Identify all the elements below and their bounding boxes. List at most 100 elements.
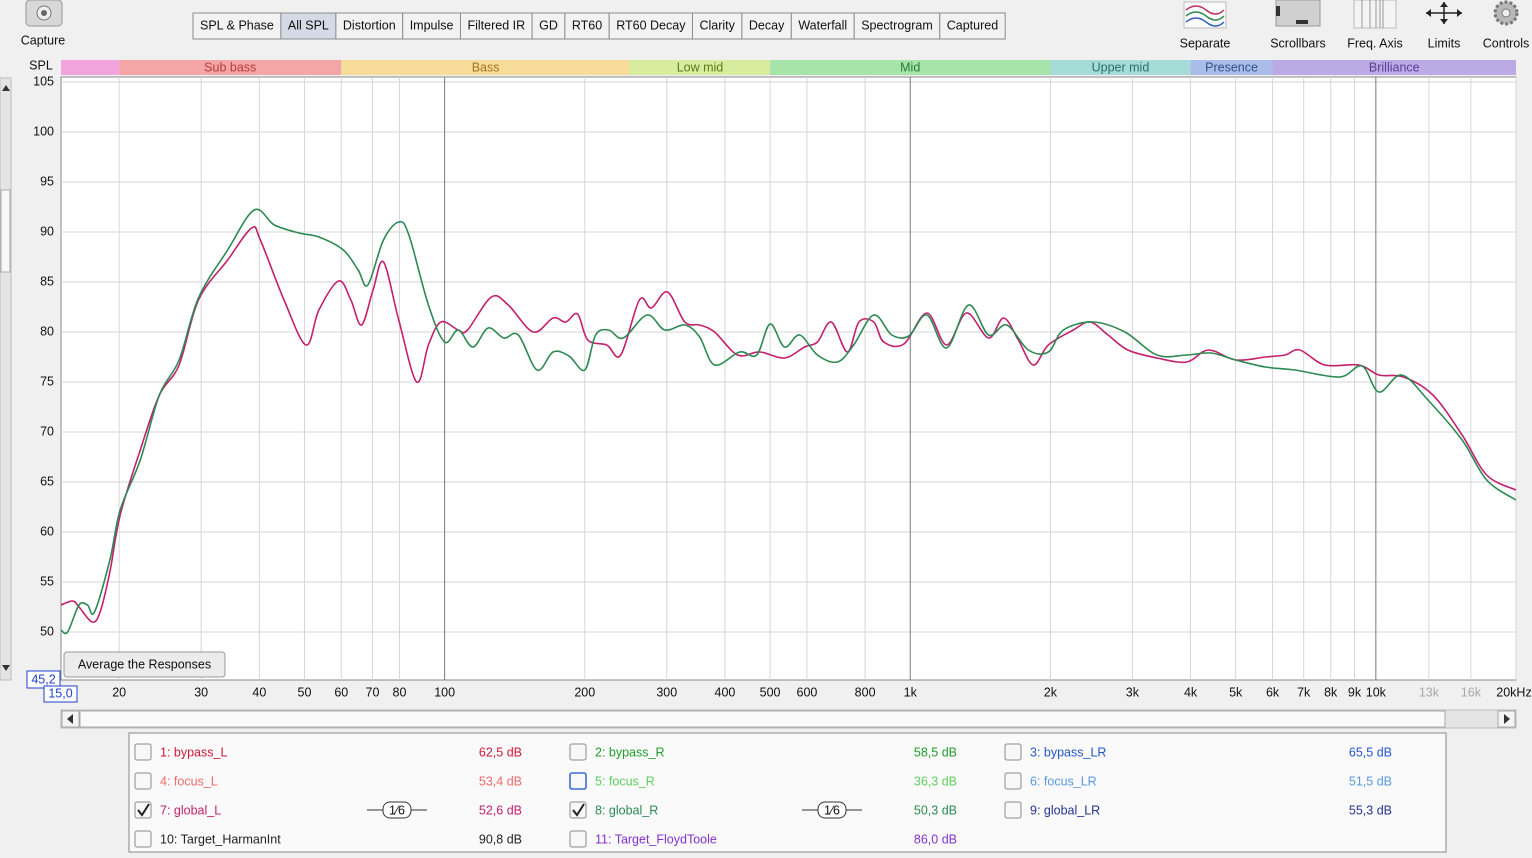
y-min-field[interactable]: 45,2 xyxy=(26,670,61,689)
checkbox[interactable] xyxy=(1004,772,1022,790)
tab-label[interactable]: Distortion xyxy=(343,18,396,32)
x-tick-label: 5k xyxy=(1229,685,1243,699)
tab-bar: SPL & Phase All SPL Distortion Impulse Filte… xyxy=(192,12,1006,40)
x-tick-label: 13k xyxy=(1419,685,1440,699)
tab[interactable] xyxy=(939,12,1006,40)
x-tick-label: 8k xyxy=(1324,685,1338,699)
tab[interactable] xyxy=(531,12,566,40)
measurement-level: 50,3 dB xyxy=(914,803,957,817)
tool-label[interactable]: Separate xyxy=(1180,36,1231,50)
measurement-name[interactable]: 11: Target_FloydToole xyxy=(595,832,717,846)
x-tick-label: 80 xyxy=(393,685,407,699)
freq-axis-icon[interactable] xyxy=(1353,0,1397,29)
checkbox[interactable] xyxy=(134,772,152,790)
measurement-name[interactable]: 3: bypass_LR xyxy=(1030,745,1106,759)
tab[interactable] xyxy=(790,12,855,40)
smoothing-box[interactable] xyxy=(817,801,847,819)
tab-label[interactable]: RT60 xyxy=(572,18,602,32)
tab[interactable] xyxy=(402,12,461,40)
vertical-scrollbar[interactable] xyxy=(0,77,12,681)
capture-icon[interactable] xyxy=(25,0,63,27)
tool-label[interactable]: Controls xyxy=(1483,36,1530,50)
tab-label[interactable]: Filtered IR xyxy=(467,18,525,32)
x-tick-label: 60 xyxy=(334,685,348,699)
band-label: Low mid xyxy=(677,60,724,74)
measurement-level: 52,6 dB xyxy=(479,803,522,817)
tab-label[interactable]: Spectrogram xyxy=(861,18,933,32)
checkbox[interactable] xyxy=(134,830,152,848)
average-button-label[interactable]: Average the Responses xyxy=(78,657,211,671)
tab[interactable] xyxy=(853,12,941,40)
measurement-name[interactable]: 10: Target_HarmanInt xyxy=(160,832,281,846)
checkbox[interactable] xyxy=(569,830,587,848)
x-tick-label: 30 xyxy=(194,685,208,699)
controls-icon[interactable] xyxy=(1493,0,1519,26)
measurement-name[interactable]: 9: global_LR xyxy=(1030,803,1100,817)
checkbox[interactable] xyxy=(1004,801,1022,819)
measurement-level: 86,0 dB xyxy=(914,832,957,846)
tab[interactable] xyxy=(741,12,792,40)
tool-label[interactable]: Scrollbars xyxy=(1270,36,1326,50)
tab[interactable] xyxy=(335,12,404,40)
measurement-level: 53,4 dB xyxy=(479,774,522,788)
x-tick-label: 70 xyxy=(366,685,380,699)
tab-label[interactable]: Decay xyxy=(749,18,785,32)
checkbox[interactable] xyxy=(1004,743,1022,761)
smoothing-box[interactable] xyxy=(382,801,412,819)
y-tick-label: 85 xyxy=(40,274,54,288)
x-tick-label: 40 xyxy=(252,685,266,699)
tool-label[interactable]: Freq. Axis xyxy=(1347,36,1403,50)
checkmark[interactable] xyxy=(137,803,150,817)
y-tick-label: 50 xyxy=(40,624,54,638)
tab-label[interactable]: RT60 Decay xyxy=(616,18,686,32)
y-min-value[interactable]: 45,2 xyxy=(31,672,55,686)
checkmark[interactable] xyxy=(572,803,585,817)
smoothing-label[interactable]: 1⁄6 xyxy=(824,803,840,817)
band xyxy=(1190,60,1273,75)
x-tick-label: 3k xyxy=(1126,685,1140,699)
tool-label[interactable]: Limits xyxy=(1428,36,1461,50)
checkbox[interactable] xyxy=(134,743,152,761)
checkbox[interactable] xyxy=(569,772,587,790)
measurement-name[interactable]: 5: focus_R xyxy=(595,774,655,788)
x-min-field[interactable]: 15,0 xyxy=(43,685,78,703)
tab-label[interactable]: SPL & Phase xyxy=(200,18,274,32)
measurement-name[interactable]: 6: focus_LR xyxy=(1030,774,1097,788)
x-min-value[interactable]: 15,0 xyxy=(48,686,72,700)
tab-label[interactable]: Impulse xyxy=(410,18,454,32)
capture-label[interactable]: Capture xyxy=(21,33,66,47)
tab[interactable] xyxy=(608,12,693,40)
tab[interactable] xyxy=(691,12,743,40)
separate-icon[interactable] xyxy=(1183,1,1227,29)
plot-area xyxy=(60,76,1517,681)
band xyxy=(119,60,342,75)
scrollbars-icon[interactable] xyxy=(1275,0,1321,27)
measurement-name[interactable]: 1: bypass_L xyxy=(160,745,227,759)
y-tick-label: 60 xyxy=(40,524,54,538)
measurement-name[interactable]: 4: focus_L xyxy=(160,774,218,788)
y-tick-label: 70 xyxy=(40,424,54,438)
smoothing-label[interactable]: 1⁄6 xyxy=(389,803,405,817)
tab[interactable] xyxy=(459,12,533,40)
y-tick-label: 75 xyxy=(40,374,54,388)
measurement-name[interactable]: 7: global_L xyxy=(160,803,221,817)
measurement-name[interactable]: 2: bypass_R xyxy=(595,745,664,759)
tab-label[interactable]: Waterfall xyxy=(798,18,847,32)
x-tick-label: 800 xyxy=(855,685,876,699)
tab-label[interactable]: All SPL xyxy=(288,18,329,32)
tab-label[interactable]: Clarity xyxy=(699,18,735,32)
y-tick-label: 55 xyxy=(40,574,54,588)
tab[interactable] xyxy=(192,12,282,40)
tab-label[interactable]: GD xyxy=(539,18,558,32)
tab[interactable] xyxy=(564,12,610,40)
x-tick-label: 7k xyxy=(1297,685,1311,699)
x-tick-label: 20kHz xyxy=(1496,685,1531,699)
measurement-name[interactable]: 8: global_R xyxy=(595,803,658,817)
tab-label[interactable]: Captured xyxy=(947,18,998,32)
checkbox[interactable] xyxy=(569,743,587,761)
horizontal-scrollbar[interactable] xyxy=(60,709,1517,729)
average-button[interactable]: Average the Responses xyxy=(63,651,226,678)
grid xyxy=(61,77,1517,680)
x-tick-label: 6k xyxy=(1266,685,1280,699)
limits-icon[interactable] xyxy=(1426,2,1462,24)
